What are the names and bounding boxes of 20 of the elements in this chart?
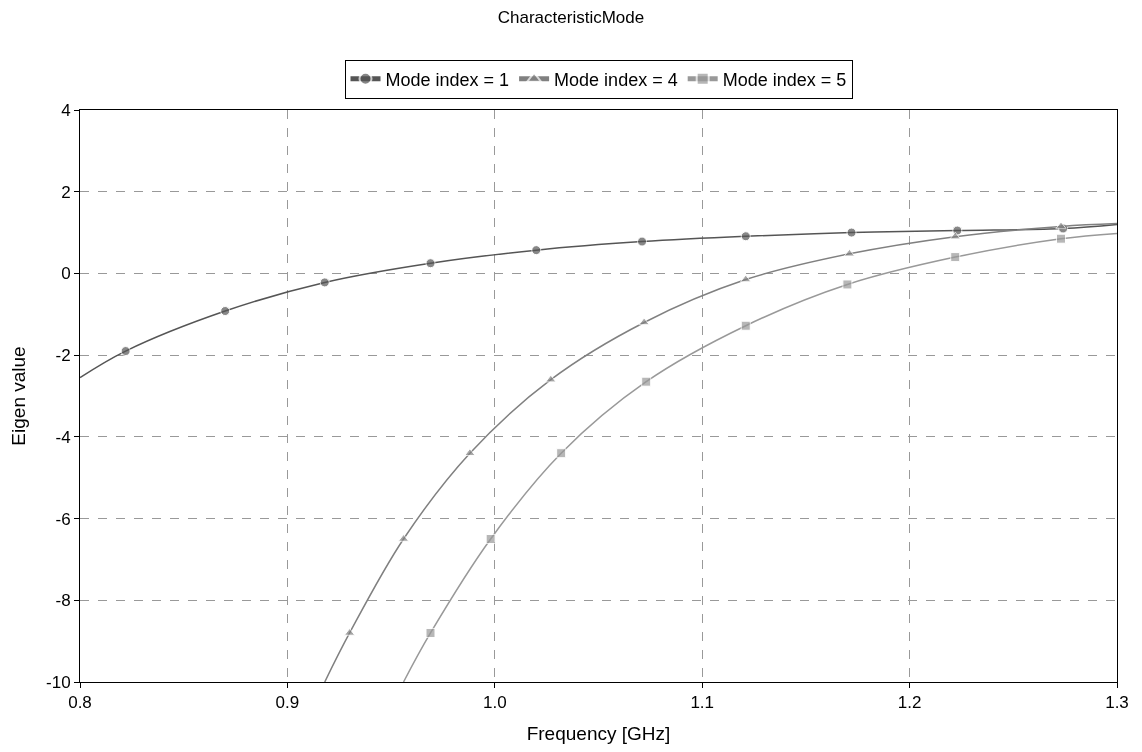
y-tick-label: -6: [55, 509, 71, 529]
y-tick-label: 0: [61, 264, 71, 284]
x-tick-label: 0.9: [275, 693, 300, 713]
y-tick-label: -4: [55, 427, 71, 447]
y-tick-label: -10: [46, 672, 71, 692]
x-tick-label: 1.2: [897, 693, 922, 713]
y-tick-label: -8: [55, 591, 71, 611]
x-tick-label: 1.0: [482, 693, 507, 713]
y-axis-title: Eigen value: [7, 346, 29, 446]
x-tick-label: 1.1: [690, 693, 715, 713]
chart-title: CharacteristicMode: [497, 8, 645, 28]
x-axis-title: Frequency [GHz]: [526, 723, 671, 745]
x-tick-label: 0.8: [68, 693, 92, 713]
y-tick-label: 4: [61, 100, 71, 120]
legend-label: Mode index = 4: [554, 69, 678, 90]
legend-label: Mode index = 1: [385, 69, 510, 90]
y-tick-label: 2: [61, 182, 71, 202]
x-tick-label: 1.3: [1105, 693, 1129, 713]
legend-label: Mode index = 5: [722, 69, 847, 90]
y-tick-label: -2: [55, 346, 71, 366]
